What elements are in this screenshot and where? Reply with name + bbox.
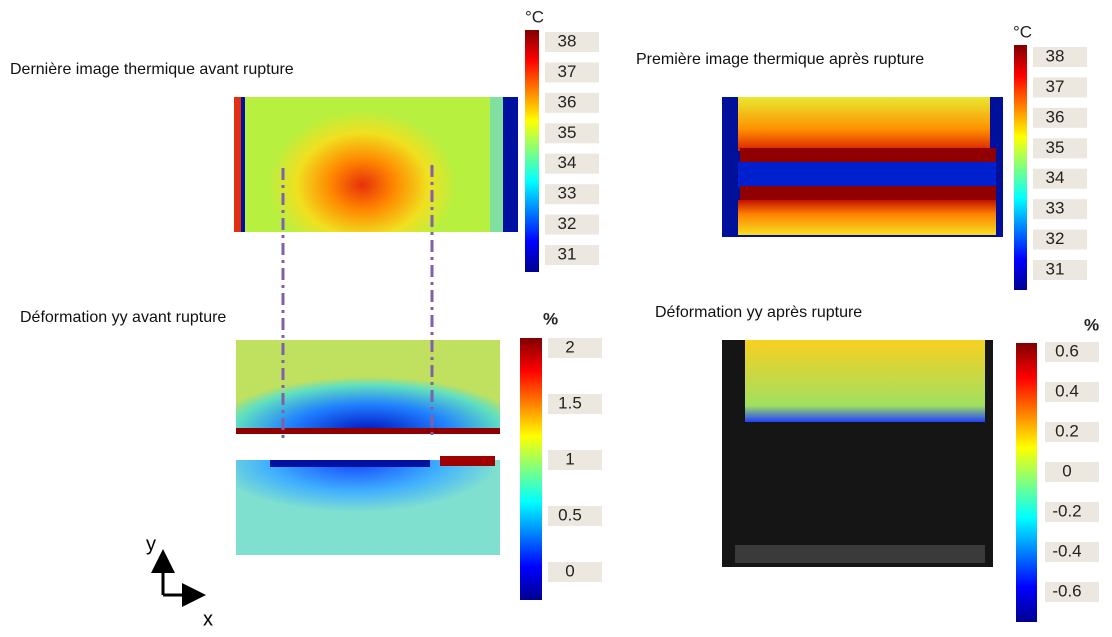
colorbar-label: -0.4	[1052, 541, 1081, 560]
colorbar-unit: °C	[1013, 22, 1032, 41]
colorbar-label: 36	[558, 92, 577, 111]
thermal-image-after	[722, 97, 1003, 237]
label-box	[1045, 462, 1099, 482]
panel-title: Déformation yy après rupture	[655, 304, 862, 321]
label-box	[1045, 342, 1099, 362]
colorbar	[1016, 343, 1037, 622]
colorbar-unit: %	[1084, 315, 1099, 334]
colorbar-label: 32	[1046, 229, 1065, 248]
strain-map-before	[236, 165, 500, 555]
panel-title: Déformation yy avant rupture	[20, 309, 226, 326]
panel-title: Dernière image thermique avant rupture	[10, 61, 294, 78]
colorbar	[525, 30, 539, 272]
label-box	[545, 62, 599, 83]
colorbar-label: 31	[558, 244, 577, 263]
axis-label: y	[146, 533, 156, 555]
label-box	[1045, 582, 1099, 602]
label-box	[1033, 138, 1087, 159]
colorbar-label: 33	[1046, 199, 1065, 218]
label-box	[545, 245, 599, 265]
colorbar	[1014, 45, 1027, 290]
strain-map-after	[722, 340, 993, 567]
label-box	[1033, 107, 1087, 128]
axis-label: x	[203, 608, 213, 630]
colorbar-label: 32	[558, 214, 577, 233]
colorbar-label: 37	[558, 62, 577, 81]
colorbar	[520, 338, 542, 600]
colorbar-label: 0.2	[1055, 421, 1079, 440]
label-box	[548, 394, 602, 414]
colorbar-label: 2	[565, 337, 574, 356]
panel-title: Première image thermique après rupture	[636, 51, 924, 68]
label-box	[548, 506, 602, 526]
colorbar-label: 1.5	[558, 393, 582, 412]
colorbar-unit: °C	[525, 7, 544, 26]
colorbar-unit: %	[543, 309, 558, 328]
label-box	[545, 214, 599, 235]
label-box	[1033, 199, 1087, 220]
label-box	[1045, 382, 1099, 402]
colorbar-label: 38	[1046, 46, 1065, 65]
label-box	[548, 450, 602, 470]
colorbar-label: -0.6	[1052, 581, 1081, 600]
colorbar-label: 0	[1062, 461, 1071, 480]
label-box	[545, 184, 599, 205]
label-box	[1045, 422, 1099, 442]
label-box	[1045, 542, 1099, 562]
colorbar-label: 36	[1046, 107, 1065, 126]
colorbar-label: 0.6	[1055, 341, 1079, 360]
label-box	[1033, 47, 1087, 67]
label-box	[545, 153, 599, 174]
label-box	[545, 123, 599, 144]
colorbar-label: 1	[565, 449, 574, 468]
colorbar-label: 38	[558, 31, 577, 50]
label-box	[548, 562, 602, 582]
label-box	[548, 338, 602, 358]
colorbar-label: 35	[558, 123, 577, 142]
colorbar-label: 33	[558, 184, 577, 203]
thermal-image-before	[234, 97, 518, 232]
label-box	[1033, 77, 1087, 98]
colorbar-label: 0	[565, 561, 574, 580]
colorbar-label: 37	[1046, 77, 1065, 96]
label-box	[545, 92, 599, 113]
colorbar-label: -0.2	[1052, 501, 1081, 520]
colorbar-label: 35	[1046, 138, 1065, 157]
label-box	[545, 32, 599, 52]
colorbar-label: 31	[1046, 259, 1065, 278]
colorbar-label: 34	[1046, 168, 1065, 187]
colorbar-label: 34	[558, 153, 577, 172]
label-box	[1045, 502, 1099, 522]
label-box	[1033, 229, 1087, 250]
label-box	[1033, 168, 1087, 189]
colorbar-label: 0.5	[558, 505, 582, 524]
colorbar-label: 0.4	[1055, 381, 1079, 400]
label-box	[1033, 260, 1087, 280]
